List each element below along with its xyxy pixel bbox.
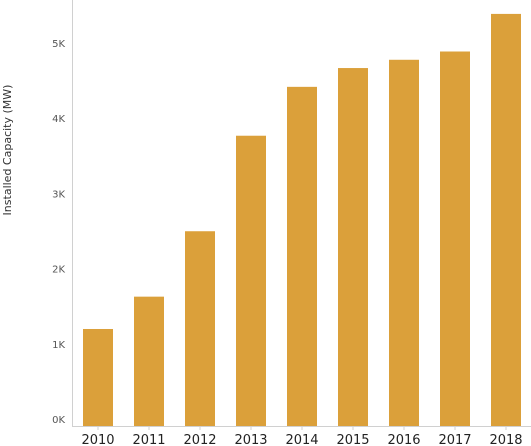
y-tick-label: 3K — [52, 189, 65, 200]
y-tick-label: 2K — [52, 265, 65, 276]
bar-2012 — [185, 231, 215, 426]
x-tick-label: 2017 — [438, 433, 471, 446]
bar-2013 — [236, 135, 266, 426]
y-axis-label: Installed Capacity (MW) — [1, 85, 14, 216]
x-tick-label: 2014 — [285, 433, 318, 446]
bar-2014 — [287, 86, 317, 427]
x-tick-label: 2015 — [336, 433, 369, 446]
y-tick-label: 5K — [52, 39, 65, 50]
bar-2010 — [83, 328, 113, 426]
x-tick-label: 2012 — [183, 433, 216, 446]
x-axis-ticks: 2010 2011 2012 2013 2014 2015 2016 2017 2018 — [81, 426, 523, 446]
x-tick-label: 2011 — [132, 433, 165, 446]
bar-2011 — [134, 296, 164, 426]
x-tick-label: 2013 — [234, 433, 267, 446]
y-axis-ticks: 0K 1K 2K 3K 4K 5K — [52, 39, 65, 426]
bar-2015 — [338, 68, 368, 426]
y-tick-label: 1K — [52, 340, 65, 351]
bar-2018 — [491, 13, 521, 427]
x-tick-label: 2016 — [387, 433, 420, 446]
bar-2016 — [389, 59, 419, 426]
x-tick-label: 2018 — [489, 433, 522, 446]
bars — [83, 13, 521, 427]
y-tick-label: 0K — [52, 415, 65, 426]
y-tick-label: 4K — [52, 114, 65, 125]
x-tick-label: 2010 — [81, 433, 114, 446]
bar-2017 — [440, 51, 470, 427]
